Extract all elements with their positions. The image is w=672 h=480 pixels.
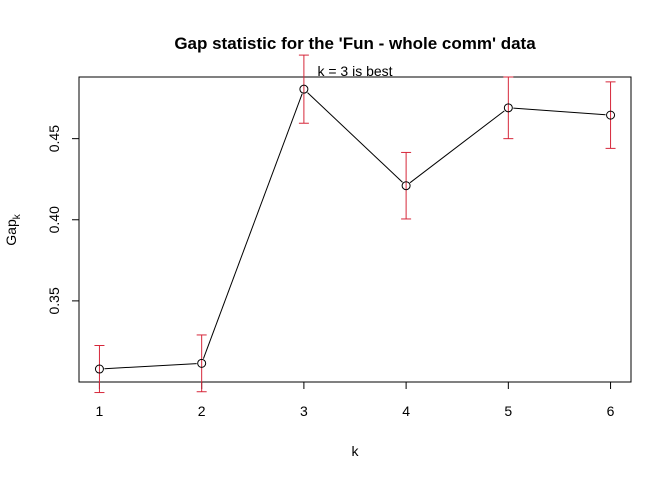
y-axis-label-main: Gap <box>3 219 19 246</box>
x-tick-label: 5 <box>504 403 512 419</box>
x-tick-label: 1 <box>96 403 104 419</box>
error-bar <box>503 76 514 140</box>
svg-text:Gapk: Gapk <box>3 213 23 245</box>
data-point <box>401 181 411 191</box>
chart-title: Gap statistic for the 'Fun - whole comm'… <box>174 34 536 53</box>
error-bar <box>196 334 207 393</box>
series-line-segment <box>513 107 606 116</box>
chart-subtitle: k = 3 is best <box>317 63 392 79</box>
data-point <box>503 103 513 113</box>
x-axis: 1 2 3 4 5 6 <box>96 381 615 419</box>
y-tick-label: 0.40 <box>46 206 62 233</box>
data-point <box>197 358 207 368</box>
series-line-group <box>104 92 606 370</box>
x-tick-label: 3 <box>300 403 308 419</box>
series-line-segment <box>307 92 403 183</box>
y-tick-label: 0.35 <box>46 287 62 314</box>
plot-box <box>78 76 632 383</box>
series-line-segment <box>202 93 303 359</box>
x-tick-label: 4 <box>402 403 410 419</box>
y-axis-label-subscript: k <box>12 213 23 219</box>
y-axis-label: Gapk <box>3 213 23 245</box>
error-bar <box>298 54 309 124</box>
data-points <box>94 84 616 374</box>
x-axis-label: k <box>352 443 360 459</box>
data-point <box>606 110 616 120</box>
y-axis: 0.35 0.40 0.45 <box>46 125 80 315</box>
y-tick-label: 0.45 <box>46 125 62 152</box>
error-bar <box>94 344 105 394</box>
error-bars <box>94 54 616 394</box>
data-point <box>94 364 104 374</box>
series-line-segment <box>409 110 505 184</box>
series-line-segment <box>104 363 197 370</box>
x-tick-label: 2 <box>198 403 206 419</box>
error-bar <box>401 151 412 220</box>
data-point <box>299 84 309 94</box>
error-bar <box>605 81 616 149</box>
x-tick-label: 6 <box>607 403 615 419</box>
